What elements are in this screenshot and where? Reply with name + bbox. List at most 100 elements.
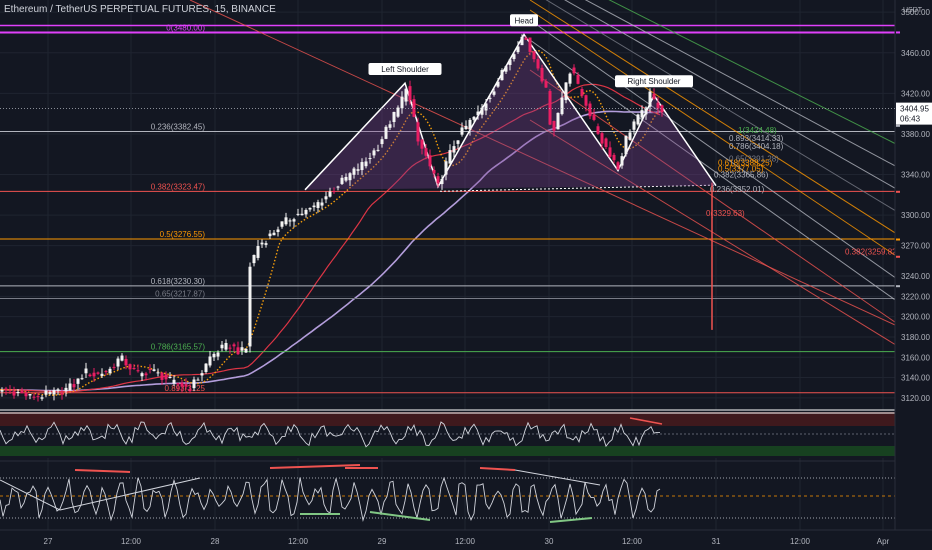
price-scale-marker: [896, 255, 900, 258]
candle-body: [268, 233, 272, 237]
candle-body: [380, 139, 384, 145]
pattern-label-box: [368, 63, 442, 76]
time-tick: Apr: [877, 537, 890, 546]
stoch-bull-divergence: [549, 517, 593, 523]
last-price-box: [896, 102, 932, 125]
time-tick: 28: [211, 537, 220, 546]
candle-body: [200, 373, 204, 376]
candle-body: [68, 383, 72, 391]
candle-body: [208, 356, 212, 366]
fan-line: [608, 0, 896, 144]
candle-body: [284, 217, 288, 225]
price-tick: 3420.00: [901, 89, 930, 98]
candle-body: [160, 372, 164, 380]
pattern-label: Right Shoulder: [628, 77, 681, 86]
candle-body: [580, 88, 584, 96]
fib-level-label: 0.5(3276.55): [160, 230, 206, 239]
candle-body: [272, 232, 276, 236]
candle-body: [152, 369, 156, 371]
candle-body: [320, 202, 324, 206]
ma-slow-line: [0, 110, 661, 392]
candle-body: [536, 59, 540, 69]
candle-body: [148, 369, 152, 371]
candle-body: [60, 393, 64, 395]
candle-body: [264, 243, 268, 245]
candle-body: [564, 82, 568, 101]
fan-red-line: [189, 0, 896, 326]
price-tick: 3120.00: [901, 394, 930, 403]
candle-body: [116, 358, 120, 367]
candle-body: [0, 389, 4, 392]
pattern-label: Head: [514, 16, 533, 25]
price-tick: 3180.00: [901, 333, 930, 342]
candle-body: [92, 372, 96, 377]
candle-body: [44, 390, 48, 395]
fib-level-label: 0(3480.00): [166, 23, 205, 32]
head-and-shoulders-pattern: Left Shoulder Head Right Shoulder: [304, 14, 717, 191]
candle-body: [480, 107, 484, 115]
candle-body: [132, 367, 136, 369]
fan-level-label: 0.786(3404.18): [729, 142, 784, 151]
candle-body: [328, 191, 332, 197]
candle-body: [224, 342, 228, 350]
candle-body: [180, 382, 184, 387]
stoch-bear-divergence: [74, 469, 131, 473]
candle-body: [56, 389, 60, 391]
candle-body: [376, 149, 380, 151]
candle-body: [260, 242, 264, 245]
fib-level-label: 0.786(3165.57): [151, 343, 206, 352]
candle-body: [96, 372, 100, 374]
candle-body: [80, 378, 84, 380]
candle-body: [432, 169, 436, 174]
candle-body: [660, 105, 664, 113]
candle-body: [392, 111, 396, 123]
candle-body: [508, 59, 512, 65]
candle-body: [624, 135, 628, 155]
candle-body: [616, 162, 620, 170]
price-tick: 3300.00: [901, 211, 930, 220]
fan-line: [529, 19, 896, 278]
candle-body: [540, 67, 544, 82]
candle-body: [156, 372, 160, 374]
candle-body: [560, 97, 564, 115]
candle-body: [24, 392, 28, 397]
candle-body: [88, 374, 92, 377]
candle-body: [548, 91, 552, 125]
fib-fan: 1(3424.48)0.893(3414.33)0.786(3404.18) 0.…: [189, 0, 900, 345]
candle-body: [388, 124, 392, 128]
price-tick: 3200.00: [901, 313, 930, 322]
candle-body: [656, 102, 660, 109]
candle-body: [512, 54, 516, 60]
candle-body: [416, 122, 420, 142]
candle-body: [444, 161, 448, 175]
candle-body: [648, 91, 652, 107]
candle-body: [384, 126, 388, 139]
candle-body: [308, 207, 312, 210]
candle-body: [428, 155, 432, 167]
candle-body: [420, 139, 424, 149]
fan-line: [529, 39, 896, 301]
candle-body: [124, 358, 128, 366]
fan-level-label: 0(3329.63): [706, 209, 745, 218]
candle-body: [112, 366, 116, 368]
candle-body: [336, 186, 340, 188]
candle-body: [108, 368, 112, 374]
candle-body: [504, 66, 508, 72]
candles: [0, 34, 664, 402]
candle-body: [236, 347, 240, 355]
candle-body: [300, 213, 304, 216]
fan-level-label: 0.382(3365.86): [714, 171, 769, 180]
stoch-bull-divergence: [369, 511, 431, 521]
candle-body: [628, 132, 632, 140]
fan-line: [529, 0, 896, 234]
candle-body: [372, 150, 376, 156]
fan-level-label: 0.236(3352.01): [710, 185, 765, 194]
fan-level-label: 1(3424.48): [738, 126, 777, 135]
candle-body: [228, 347, 232, 349]
pattern-label: Left Shoulder: [381, 65, 429, 74]
fib-retracement: 0(3480.00) 0.236(3382.45) 0.382(3323.47) 0.…: [0, 23, 895, 394]
price-tick: 3380.00: [901, 130, 930, 139]
currency-label: USDT: [903, 7, 923, 14]
time-tick: 12:00: [288, 537, 309, 546]
